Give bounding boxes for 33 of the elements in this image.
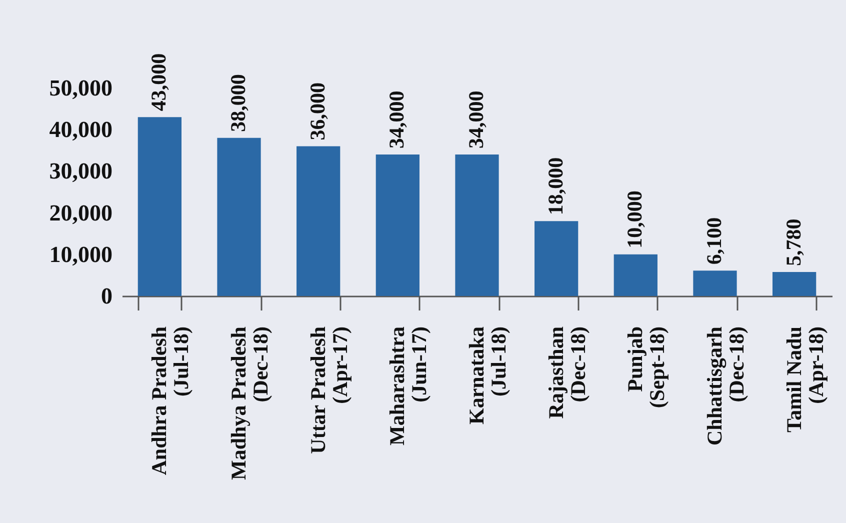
y-tick-label: 0 bbox=[101, 284, 112, 308]
y-tick-label: 10,000 bbox=[49, 242, 112, 267]
x-tick-label: Karnataka (Jul-18) bbox=[464, 326, 510, 425]
data-label: 34,000 bbox=[464, 90, 488, 149]
x-tick-label: Maharashtra (Jun-17) bbox=[385, 326, 432, 446]
x-tick-label: Tamil Nadu (Apr-18) bbox=[782, 326, 828, 433]
bar bbox=[614, 254, 658, 296]
bar bbox=[534, 221, 578, 296]
data-label: 10,000 bbox=[622, 190, 647, 248]
data-label: 38,000 bbox=[226, 74, 250, 132]
bar bbox=[455, 154, 499, 296]
x-tick-label: Chhattisgarh (Dec-18) bbox=[702, 326, 748, 446]
y-tick-label: 40,000 bbox=[49, 117, 112, 142]
y-tick-label: 30,000 bbox=[49, 158, 112, 184]
bar bbox=[772, 272, 816, 296]
bar bbox=[217, 138, 261, 296]
data-label: 36,000 bbox=[305, 82, 330, 140]
x-tick-label: Madhya Pradesh (Dec-18) bbox=[226, 326, 273, 480]
data-label: 43,000 bbox=[146, 53, 171, 112]
x-tick-label: Rajasthan (Dec-18) bbox=[544, 326, 590, 419]
bar bbox=[693, 270, 737, 296]
x-tick-label: Uttar Pradesh (Apr-17) bbox=[306, 326, 352, 454]
y-tick-label: 50,000 bbox=[49, 76, 112, 100]
y-tick-label: 20,000 bbox=[49, 200, 112, 226]
bar bbox=[296, 146, 340, 296]
data-label: 6,100 bbox=[702, 217, 726, 265]
data-label: 34,000 bbox=[384, 90, 409, 149]
data-label: 5,780 bbox=[781, 218, 806, 266]
data-label: 18,000 bbox=[543, 157, 568, 216]
bar bbox=[376, 154, 420, 296]
bar bbox=[138, 117, 182, 296]
x-tick-label: Punjab (Sept-18) bbox=[623, 326, 670, 408]
x-tick-label: Andhra Pradesh (Jul-18) bbox=[147, 326, 194, 476]
